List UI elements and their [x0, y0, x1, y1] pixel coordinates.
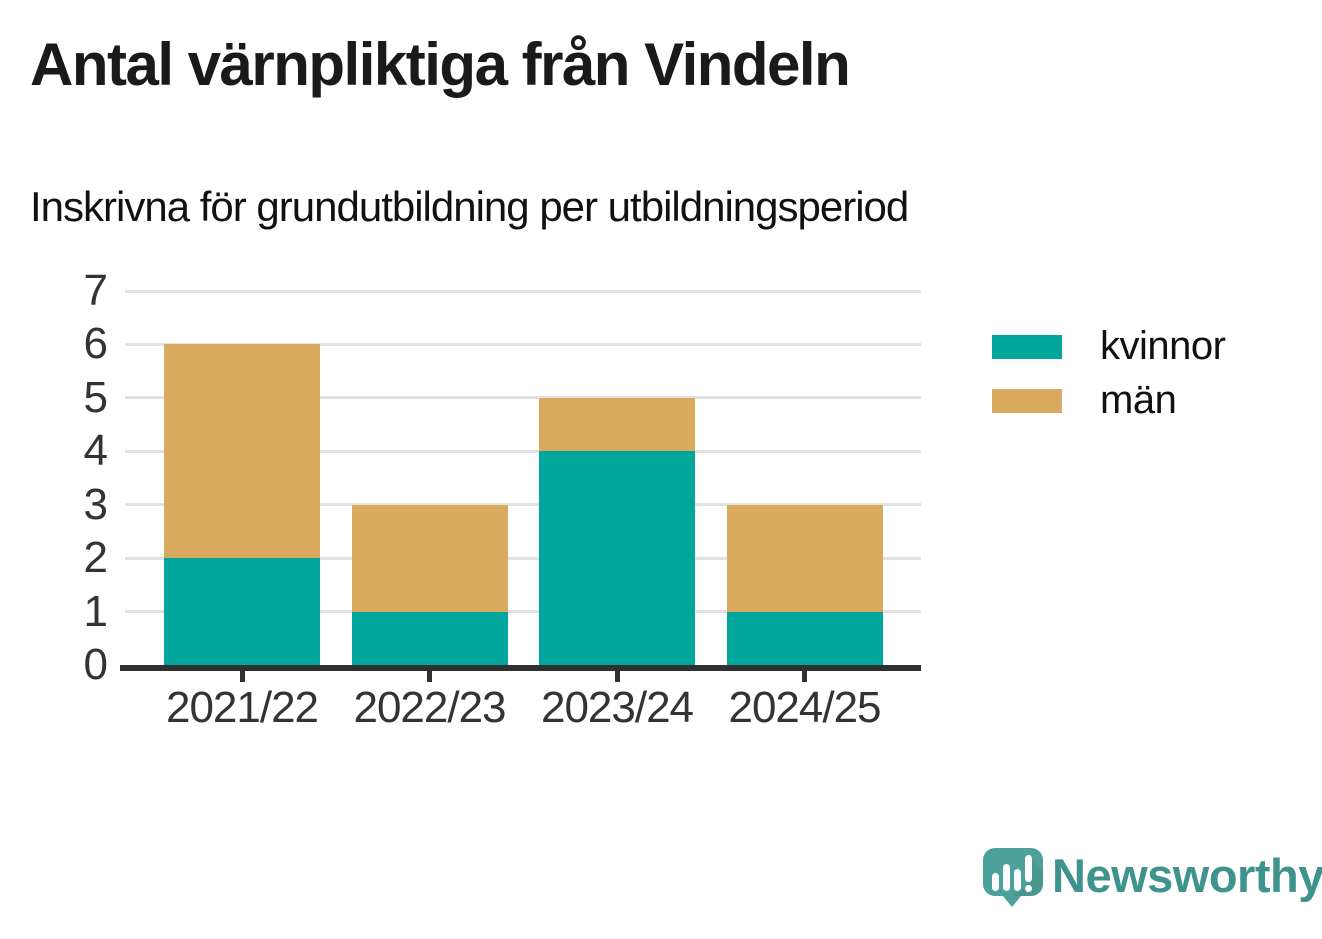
legend-label-kvinnor: kvinnor — [1100, 324, 1226, 368]
y-tick-label: 6 — [83, 319, 108, 369]
y-tick-label: 7 — [83, 266, 108, 315]
x-axis-line — [120, 665, 921, 671]
x-tick-label-2023/24: 2023/24 — [540, 683, 694, 732]
y-tick-label: 3 — [83, 479, 108, 529]
legend-label-män: män — [1100, 378, 1177, 422]
y-tick-label: 2 — [83, 533, 108, 583]
bar-2022/23-män — [351, 504, 508, 612]
legend-swatch-kvinnor — [992, 335, 1062, 359]
y-tick-label: 5 — [83, 372, 108, 422]
x-tick-2022/23 — [427, 671, 432, 682]
x-tick-2021/22 — [239, 671, 245, 682]
icon-bar-2 — [1003, 864, 1010, 891]
x-tick-2023/24 — [614, 671, 620, 682]
icon-bar-1 — [992, 873, 999, 891]
y-tick-label: 1 — [83, 586, 108, 636]
x-tick-label-2021/22: 2021/22 — [165, 683, 319, 732]
legend-swatch-män — [992, 389, 1062, 413]
y-tick-label: 4 — [83, 426, 108, 476]
x-tick-label-2022/23: 2022/23 — [353, 683, 506, 732]
gridline-y3 — [125, 503, 921, 507]
gridline-y1 — [125, 610, 921, 614]
bar-2021/22-kvinnor — [164, 558, 320, 665]
bar-2021/22-män — [164, 344, 320, 559]
bar-2024/25-kvinnor — [726, 611, 883, 665]
icon-exclamation-dot — [1025, 885, 1032, 892]
gridline-y7 — [125, 289, 921, 293]
newsworthy-logo: Newsworthy — [982, 847, 1322, 909]
gridline-y6 — [125, 342, 921, 346]
bar-2024/25-män — [726, 504, 883, 612]
chart-title: Antal värnpliktiga från Vindeln — [30, 31, 851, 98]
bar-2022/23-kvinnor — [351, 611, 508, 665]
newsworthy-wordmark: Newsworthy — [1052, 849, 1322, 902]
icon-bar-3 — [1014, 869, 1021, 891]
gridline-y2 — [125, 556, 921, 560]
bar-2023/24-män — [539, 397, 695, 452]
gridline-y4 — [125, 449, 921, 453]
icon-exclamation-bar — [1025, 855, 1032, 882]
newsworthy-speech-bubble-chart-icon — [983, 848, 1043, 907]
chart-subtitle: Inskrivna för grundutbildning per utbild… — [30, 183, 909, 230]
y-tick-label: 0 — [83, 640, 108, 689]
icon-shade — [1012, 859, 1043, 896]
x-tick-label-2024/25: 2024/25 — [728, 683, 881, 732]
bar-2023/24-kvinnor — [539, 451, 695, 665]
x-tick-2024/25 — [802, 671, 807, 682]
gridline-y5 — [125, 396, 921, 400]
